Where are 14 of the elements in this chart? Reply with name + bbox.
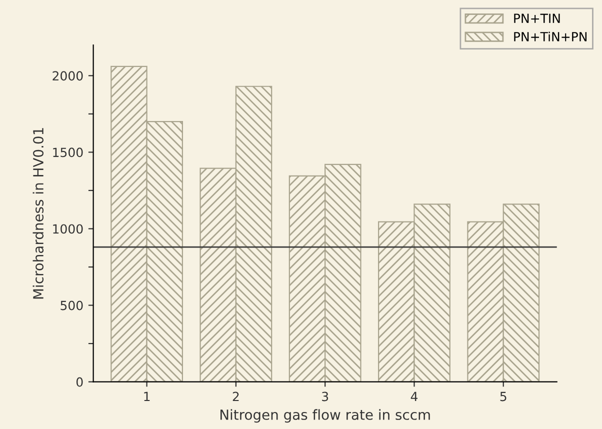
y-tick-label: 1500: [53, 148, 83, 158]
x-axis-title: Nitrogen gas flow rate in sccm: [220, 409, 430, 423]
x-tick-label: 1: [144, 392, 150, 402]
legend-label: PN+TiN+PN: [514, 32, 587, 42]
x-tick-label: 3: [322, 392, 328, 402]
x-tick-label: 5: [500, 392, 506, 402]
x-tick-label: 4: [410, 392, 418, 402]
y-tick-label: 1000: [53, 224, 83, 234]
y-tick-label: 0: [76, 377, 83, 387]
y-axis-title: Microhardness in HV0.01: [32, 128, 44, 299]
y-tick-label: 2000: [52, 71, 83, 81]
y-tick-label: 500: [60, 300, 83, 310]
legend-label: PN+TIN: [514, 14, 560, 23]
x-tick-label: 2: [232, 392, 239, 402]
